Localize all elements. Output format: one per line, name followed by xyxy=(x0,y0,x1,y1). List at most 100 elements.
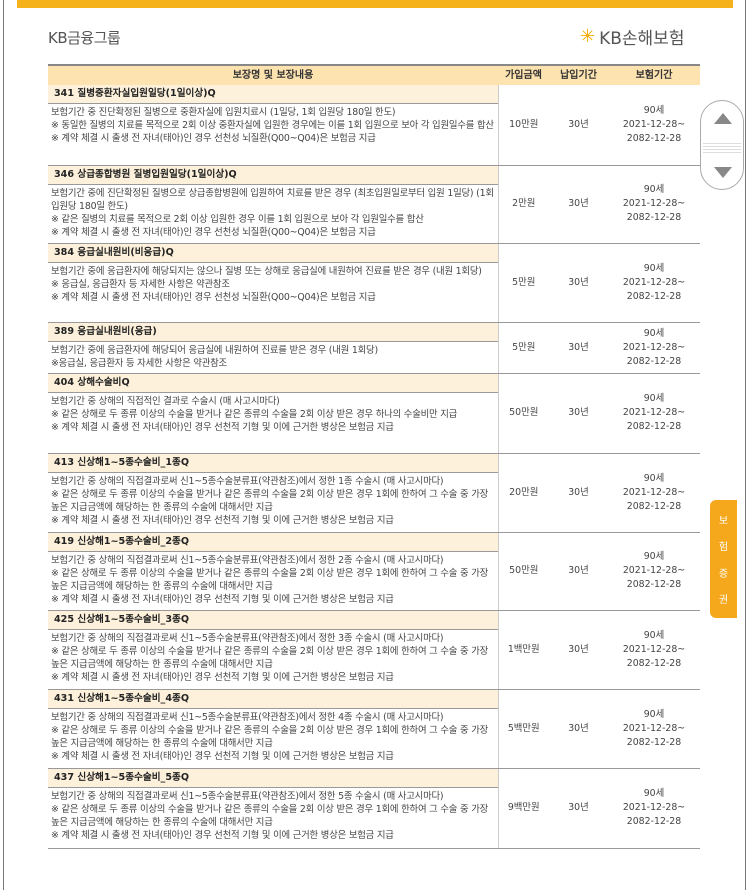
coverage-title: 437 신상해1~5종수술비_5종Q xyxy=(48,768,498,788)
description-line: ※ 계약 체결 시 출생 전 자녀(태아)인 경우 선천적 기형 및 이에 근거… xyxy=(51,594,394,606)
coverage-cell: 413 신상해1~5종수술비_1종Q 보험기간 중 상해의 직접결과로써 신1~… xyxy=(48,453,498,533)
description-line: ※ 계약 체결 시 출생 전 자녀(태아)인 경우 선천적 기형 및 이에 근거… xyxy=(51,421,394,433)
pay-period-cell: 30년 xyxy=(549,610,608,690)
start-date: 2021-12-28~ xyxy=(622,118,686,130)
amount-cell: 5만원 xyxy=(497,322,549,374)
start-date: 2021-12-28~ xyxy=(622,341,686,353)
start-date: 2021-12-28~ xyxy=(622,643,686,655)
description-line: 보험기간 중 상해의 직접결과로써 신1~5종수술분류표(약관참조)에서 정한 … xyxy=(51,711,444,723)
amount-cell: 2만원 xyxy=(497,165,549,244)
table-row: 389 응급실내원비(응급) 보험기간 중에 응급환자에 해당되어 응급실에 내… xyxy=(48,322,700,374)
table-row: 413 신상해1~5종수술비_1종Q 보험기간 중 상해의 직접결과로써 신1~… xyxy=(48,453,700,533)
pay-period-cell: 30년 xyxy=(549,243,608,323)
kb-insurance-name: KB손해보험 xyxy=(599,29,685,49)
insurance-period-cell: 90세 2021-12-28~ 2082-12-28 xyxy=(608,610,700,690)
description-line: ※ 계약 체결 시 출생 전 자녀(태아)인 경우 선천적 기형 및 이에 근거… xyxy=(51,515,394,527)
description-line: ※ 응급실, 응급환자 등 자세한 사항은 약관참조 xyxy=(51,278,230,290)
insurance-period-cell: 90세 2021-12-28~ 2082-12-28 xyxy=(608,689,700,769)
description-line: 보험기간 중 상해의 직접결과로써 신1~5종수술분류표(약관참조)에서 정한 … xyxy=(51,790,444,802)
table-row: 384 응급실내원비(비응급)Q 보험기간 중에 응급환자에 해당되지는 않으나… xyxy=(48,243,700,323)
age: 90세 xyxy=(643,184,665,195)
scroll-grip[interactable] xyxy=(703,141,741,155)
end-date: 2082-12-28 xyxy=(626,816,682,827)
coverage-cell: 437 신상해1~5종수술비_5종Q 보험기간 중 상해의 직접결과로써 신1~… xyxy=(48,768,498,849)
start-date: 2021-12-28~ xyxy=(622,198,686,209)
tab-char: 험 xyxy=(718,542,729,554)
description-line: 보험기간 중에 응급환자에 해당되지는 않으나 질병 또는 상해로 응급실에 내… xyxy=(51,265,482,277)
table-row: 346 상급종합병원 질병입원일당(1일이상)Q 보험기간 중에 진단확정된 질… xyxy=(48,165,700,244)
coverage-cell: 404 상해수술비Q 보험기간 중 상해의 직접적인 결과로 수술시 (매 사고… xyxy=(48,373,498,454)
scroll-down-icon[interactable] xyxy=(714,167,732,178)
coverage-cell: 389 응급실내원비(응급) 보험기간 중에 응급환자에 해당되어 응급실에 내… xyxy=(48,322,498,374)
top-accent-bar xyxy=(17,0,733,8)
description-line: ※ 같은 상해로 두 종류 이상의 수술을 받거나 같은 종류의 수술을 2회 … xyxy=(51,488,489,513)
insurance-period-cell: 90세 2021-12-28~ 2082-12-28 xyxy=(608,768,700,849)
description-line: ※ 계약 체결 시 출생 전 자녀(태아)인 경우 선천성 뇌질환(Q00~Q0… xyxy=(51,133,376,145)
coverage-title: 404 상해수술비Q xyxy=(48,373,498,393)
coverage-cell: 384 응급실내원비(비응급)Q 보험기간 중에 응급환자에 해당되지는 않으나… xyxy=(48,243,498,323)
amount-cell: 50만원 xyxy=(497,532,549,611)
description-line: 보험기간 중 상해의 직접적인 결과로 수술시 (매 사고시마다) xyxy=(51,395,280,407)
coverage-table: 보장명 및 보장내용 가입금액 납입기간 보험기간 341 질병중환자실입원일당… xyxy=(48,64,700,849)
coverage-description: 보험기간 중에 응급환자에 해당되어 응급실에 내원하여 진료를 받은 경우 (… xyxy=(48,342,498,372)
scroll-control[interactable] xyxy=(700,100,744,190)
age: 90세 xyxy=(643,708,665,720)
description-line: ※ 계약 체결 시 출생 전 자녀(태아)인 경우 선천적 기형 및 이에 근거… xyxy=(51,830,394,842)
description-line: 보험기간 중 상해의 직접결과로써 신1~5종수술분류표(약관참조)에서 정한 … xyxy=(51,632,444,644)
coverage-cell: 431 신상해1~5종수술비_4종Q 보험기간 중 상해의 직접결과로써 신1~… xyxy=(48,689,498,769)
end-date: 2082-12-28 xyxy=(626,500,682,512)
coverage-title: 413 신상해1~5종수술비_1종Q xyxy=(48,453,498,473)
end-date: 2082-12-28 xyxy=(626,290,682,302)
description-line: ※ 같은 질병의 치료를 목적으로 2회 이상 입원한 경우 이를 1회 입원으… xyxy=(51,213,424,225)
coverage-description: 보험기간 중 상해의 직접결과로써 신1~5종수술분류표(약관참조)에서 정한 … xyxy=(48,709,498,766)
end-date: 2082-12-28 xyxy=(626,132,682,144)
header-coverage: 보장명 및 보장내용 xyxy=(48,64,498,85)
coverage-title: 346 상급종합병원 질병입원일당(1일이상)Q xyxy=(48,165,498,185)
coverage-cell: 425 신상해1~5종수술비_3종Q 보험기간 중 상해의 직접결과로써 신1~… xyxy=(48,610,498,690)
page-frame xyxy=(3,0,746,890)
kb-financial-group-logo: KB금융그룹 xyxy=(48,29,121,47)
start-date: 2021-12-28~ xyxy=(622,276,686,288)
insurance-period-cell: 90세 2021-12-28~ 2082-12-28 xyxy=(608,165,700,244)
amount-cell: 5백만원 xyxy=(497,689,549,769)
description-line: ※응급실, 응급환자 등 자세한 사항은 약관참조 xyxy=(51,357,227,369)
age: 90세 xyxy=(643,104,665,116)
description-line: ※ 같은 상해로 두 종류 이상의 수술을 받거나 같은 종류의 수술을 2회 … xyxy=(51,408,458,420)
table-row: 437 신상해1~5종수술비_5종Q 보험기간 중 상해의 직접결과로써 신1~… xyxy=(48,768,700,849)
insurance-period-cell: 90세 2021-12-28~ 2082-12-28 xyxy=(608,322,700,374)
pay-period-cell: 30년 xyxy=(549,373,608,454)
description-line: 보험기간 중에 응급환자에 해당되어 응급실에 내원하여 진료를 받은 경우 (… xyxy=(51,344,378,356)
pay-period-cell: 30년 xyxy=(549,453,608,533)
start-date: 2021-12-28~ xyxy=(622,565,686,576)
description-line: 보험기간 중 상해의 직접결과로써 신1~5종수술분류표(약관참조)에서 정한 … xyxy=(51,554,444,566)
coverage-title: 384 응급실내원비(비응급)Q xyxy=(48,243,498,263)
insurance-policy-tab[interactable]: 보 험 증 권 xyxy=(710,500,737,618)
coverage-cell: 346 상급종합병원 질병입원일당(1일이상)Q 보험기간 중에 진단확정된 질… xyxy=(48,165,498,244)
description-line: ※ 동일한 질병의 치료를 목적으로 2회 이상 중환자실에 입원한 경우에는 … xyxy=(51,120,494,132)
pay-period-cell: 30년 xyxy=(549,165,608,244)
pay-period-cell: 30년 xyxy=(549,322,608,374)
header-amount: 가입금액 xyxy=(498,64,549,85)
coverage-title: 431 신상해1~5종수술비_4종Q xyxy=(48,689,498,709)
tab-char: 보 xyxy=(718,515,729,527)
description-line: ※ 계약 체결 시 출생 전 자녀(태아)인 경우 선천적 기형 및 이에 근거… xyxy=(51,751,394,763)
pay-period-cell: 30년 xyxy=(549,689,608,769)
coverage-description: 보험기간 중 상해의 직접결과로써 신1~5종수술분류표(약관참조)에서 정한 … xyxy=(48,630,498,687)
start-date: 2021-12-28~ xyxy=(622,722,686,734)
scroll-up-icon[interactable] xyxy=(714,113,732,124)
insurance-period-cell: 90세 2021-12-28~ 2082-12-28 xyxy=(608,243,700,323)
description-line: ※ 같은 상해로 두 종류 이상의 수술을 받거나 같은 종류의 수술을 2회 … xyxy=(51,803,489,828)
insurance-period-cell: 90세 2021-12-28~ 2082-12-28 xyxy=(608,453,700,533)
coverage-cell: 419 신상해1~5종수술비_2종Q 보험기간 중 상해의 직접결과로써 신1~… xyxy=(48,532,498,611)
insurance-period-cell: 90세 2021-12-28~ 2082-12-28 xyxy=(608,85,700,166)
description-line: ※ 계약 체결 시 출생 전 자녀(태아)인 경우 선천적 기형 및 이에 근거… xyxy=(51,672,394,684)
start-date: 2021-12-28~ xyxy=(622,407,686,418)
description-line: 보험기간 중에 진단확정된 질병으로 상급종합병원에 입원하여 치료를 받은 경… xyxy=(51,187,494,212)
coverage-description: 보험기간 중 상해의 직접결과로써 신1~5종수술분류표(약관참조)에서 정한 … xyxy=(48,788,498,845)
table-row: 431 신상해1~5종수술비_4종Q 보험기간 중 상해의 직접결과로써 신1~… xyxy=(48,689,700,769)
coverage-description: 보험기간 중 상해의 직접결과로써 신1~5종수술분류표(약관참조)에서 정한 … xyxy=(48,473,498,530)
pay-period-cell: 30년 xyxy=(549,532,608,611)
end-date: 2082-12-28 xyxy=(626,736,682,748)
coverage-description: 보험기간 중에 진단확정된 질병으로 상급종합병원에 입원하여 치료를 받은 경… xyxy=(48,185,498,242)
table-row: 425 신상해1~5종수술비_3종Q 보험기간 중 상해의 직접결과로써 신1~… xyxy=(48,610,700,690)
